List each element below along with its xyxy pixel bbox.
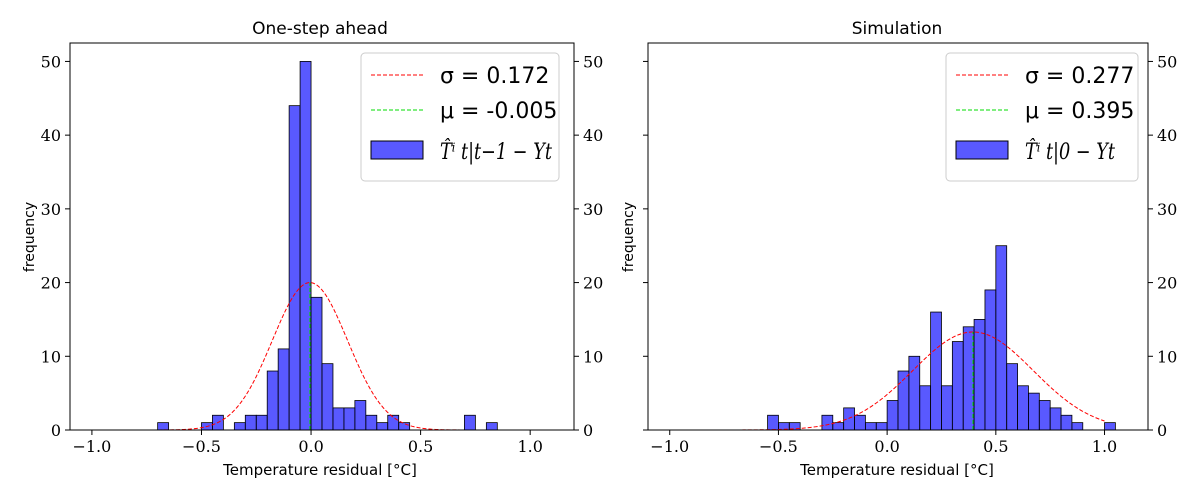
histogram-bar <box>255 414 268 431</box>
histogram-bar <box>485 422 498 431</box>
legend-mu-label: μ = 0.395 <box>1025 99 1134 124</box>
plot-frame <box>69 42 575 431</box>
legend-sigma-label: σ = 0.277 <box>1025 64 1134 89</box>
y-tick-label-right: 30 <box>1157 200 1177 219</box>
legend: σ = 0.172 μ = -0.005 T̂ⁱ t|t−1 − Yt <box>360 52 560 182</box>
histogram-bar <box>854 414 866 431</box>
x-tick-label: −1.0 <box>72 437 111 456</box>
histogram-bar <box>821 414 834 431</box>
x-tick-label: 1.0 <box>517 437 542 456</box>
x-tick-label: 0.5 <box>983 437 1008 456</box>
histogram-bar <box>332 407 345 431</box>
histogram-bar <box>365 414 378 431</box>
histogram-bar <box>343 407 356 431</box>
y-axis-label: frequency <box>621 202 637 272</box>
x-tick-label: 1.0 <box>1092 437 1117 456</box>
histogram-bar <box>951 341 964 431</box>
histogram-bar <box>1006 363 1018 431</box>
histogram-bar <box>1104 422 1116 431</box>
y-tick-label-right: 10 <box>583 347 603 366</box>
y-tick-label-left: 10 <box>41 347 61 366</box>
histogram-bar <box>1060 414 1073 431</box>
bar-group <box>157 61 498 431</box>
histogram-bar <box>973 319 986 431</box>
y-tick-label-right: 50 <box>1157 52 1177 71</box>
histogram-bar <box>376 422 389 431</box>
chart-one-step: One-step ahead Temperature residual [°C]… <box>22 19 603 479</box>
histogram-bar <box>244 414 257 431</box>
histogram-bar <box>321 363 334 431</box>
histogram-bar <box>1028 392 1040 431</box>
y-tick-label-right: 30 <box>583 200 603 219</box>
x-axis-label: Temperature residual [°C] <box>799 461 994 479</box>
histogram-bar <box>277 348 290 431</box>
histogram-bar <box>843 407 855 431</box>
x-tick-label: −0.5 <box>182 437 221 456</box>
legend-sigma-label: σ = 0.172 <box>440 64 549 89</box>
legend: σ = 0.277 μ = 0.395 T̂ⁱ t|0 − Yt <box>945 52 1139 182</box>
y-tick-label-left: 20 <box>41 274 61 293</box>
y-tick-label-left: 40 <box>41 126 61 145</box>
histogram-bar <box>962 326 975 431</box>
x-tick-label: 0.0 <box>874 437 899 456</box>
y-tick-label-right: 40 <box>583 126 603 145</box>
x-tick-label: −1.0 <box>650 437 689 456</box>
histogram-bar <box>157 422 170 431</box>
histogram-bar <box>864 422 877 431</box>
histogram-bar <box>310 296 323 431</box>
histogram-bar <box>354 400 367 431</box>
histogram-bar <box>908 355 921 431</box>
chart-title: One-step ahead <box>252 19 388 39</box>
histogram-bar <box>832 422 845 431</box>
legend-hist-label: T̂ⁱ t|t−1 − Yt <box>440 139 552 165</box>
y-tick-label-right: 20 <box>583 274 603 293</box>
y-tick-label-right: 40 <box>1157 126 1177 145</box>
legend-hist-swatch <box>370 140 424 160</box>
histogram-bar <box>984 289 997 431</box>
y-tick-label-right: 10 <box>1157 347 1177 366</box>
legend-mu-label: μ = -0.005 <box>440 99 557 124</box>
y-axis-label: frequency <box>22 202 38 272</box>
plot-frame <box>647 42 1149 431</box>
chart-title: Simulation <box>852 19 943 39</box>
y-tick-label-right: 0 <box>583 421 593 440</box>
x-tick-label: −0.5 <box>759 437 798 456</box>
histogram-bar <box>767 414 779 431</box>
histogram-bar <box>1071 422 1084 431</box>
histogram-bar <box>398 422 411 431</box>
histogram-bar <box>1017 385 1029 431</box>
histogram-bar <box>941 385 953 431</box>
bar-group <box>767 245 1116 431</box>
histogram-bar <box>919 385 932 431</box>
x-axis-label: Temperature residual [°C] <box>222 461 417 479</box>
y-tick-label-left: 0 <box>51 421 61 440</box>
histogram-bar <box>930 311 942 431</box>
tick-group: −1.0 −0.5 0.0 0.5 1.0 0 10 20 30 40 50 <box>643 52 1177 456</box>
histogram-bar <box>266 370 279 431</box>
y-tick-label-right: 50 <box>583 52 603 71</box>
y-tick-label-left: 30 <box>41 200 61 219</box>
histogram-bar <box>1038 400 1051 431</box>
histogram-bar <box>1049 407 1062 431</box>
x-tick-label: 0.0 <box>298 437 323 456</box>
histogram-bar <box>233 422 246 431</box>
histogram-bar <box>464 414 476 431</box>
chart-simulation: Simulation Temperature residual [°C] fre… <box>621 19 1177 479</box>
x-tick-label: 0.5 <box>408 437 433 456</box>
tick-group: −1.0 −0.5 0.0 0.5 1.0 0 0 10 10 20 20 30 30 40 40 50 50 <box>41 52 604 456</box>
histogram-bar <box>387 414 400 431</box>
legend-hist-label: T̂ⁱ t|0 − Yt <box>1025 139 1115 165</box>
histogram-bar <box>995 245 1008 431</box>
y-tick-label-right: 0 <box>1157 421 1167 440</box>
y-tick-label-left: 50 <box>41 52 61 71</box>
histogram-bar <box>875 422 888 431</box>
histogram-bar <box>299 61 312 431</box>
histogram-bar <box>288 105 301 431</box>
legend-hist-swatch <box>955 140 1009 160</box>
histogram-bar <box>886 400 899 431</box>
y-tick-label-right: 20 <box>1157 274 1177 293</box>
